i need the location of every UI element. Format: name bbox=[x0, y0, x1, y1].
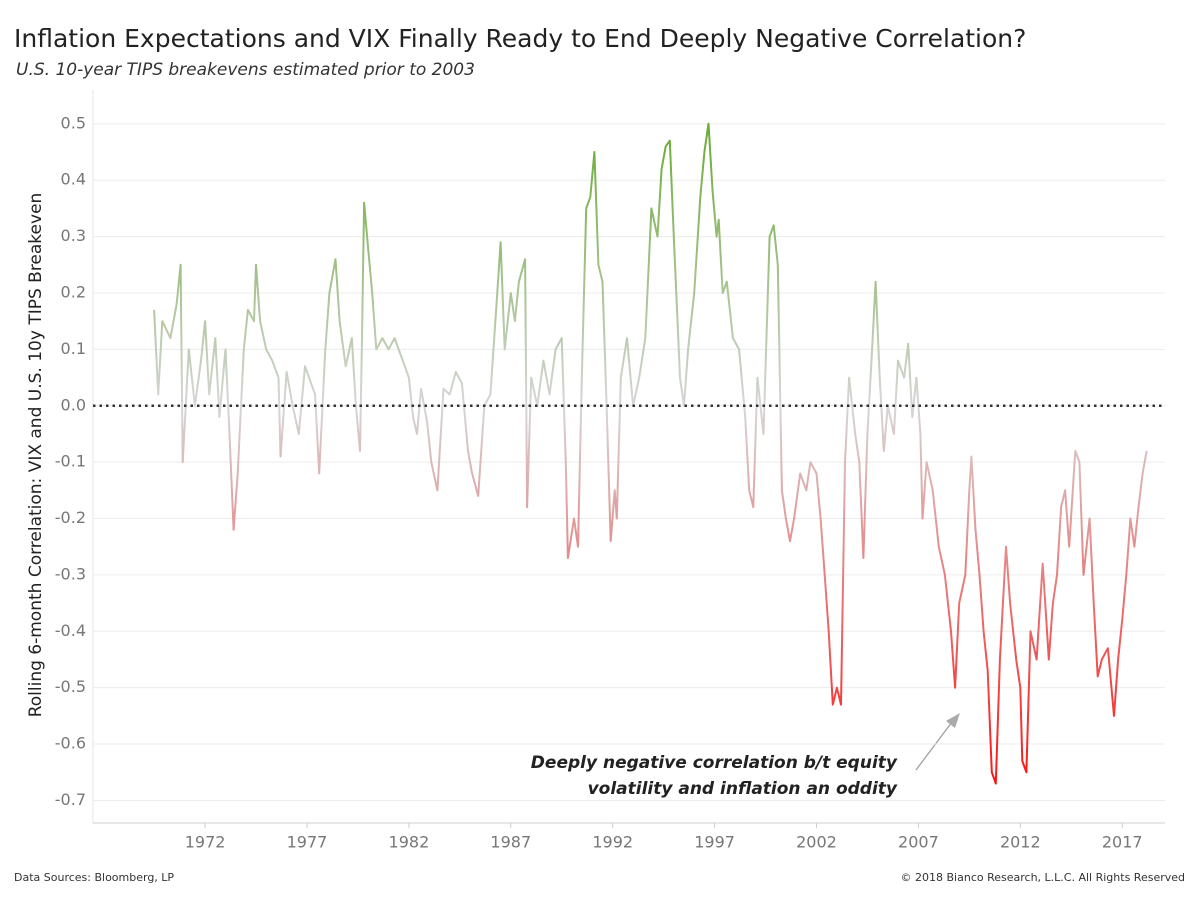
x-tick-label: 1992 bbox=[592, 833, 633, 852]
y-tick-label: -0.1 bbox=[55, 452, 86, 471]
y-tick-label: -0.4 bbox=[55, 621, 86, 640]
y-tick-label: 0.5 bbox=[61, 113, 86, 132]
x-tick-label: 1982 bbox=[389, 833, 430, 852]
x-tick-label: 1987 bbox=[490, 833, 531, 852]
x-tick-label: 1972 bbox=[185, 833, 226, 852]
y-tick-label: -0.2 bbox=[55, 508, 86, 527]
source-note: Data Sources: Bloomberg, LP bbox=[14, 871, 174, 884]
y-tick-label: -0.3 bbox=[55, 564, 86, 583]
x-tick-label: 2007 bbox=[898, 833, 939, 852]
annotation: volatility and inflation an oddity bbox=[588, 779, 898, 799]
y-tick-label: -0.5 bbox=[55, 677, 86, 696]
chart-subtitle: U.S. 10-year TIPS breakevens estimated p… bbox=[16, 60, 475, 80]
y-tick-label: 0.0 bbox=[61, 395, 86, 414]
annotation-arrow bbox=[915, 721, 953, 771]
y-tick-label: -0.7 bbox=[55, 790, 86, 809]
x-tick-label: 2012 bbox=[1000, 833, 1041, 852]
y-tick-label: 0.2 bbox=[61, 282, 86, 301]
y-tick-label: 0.3 bbox=[61, 226, 86, 245]
x-tick-label: 1977 bbox=[287, 833, 328, 852]
annotation-arrowhead bbox=[946, 713, 960, 728]
y-tick-label: 0.1 bbox=[61, 339, 86, 358]
y-tick-label: -0.6 bbox=[55, 734, 86, 753]
correlation-line bbox=[153, 122, 1148, 785]
annotation: Deeply negative correlation b/t equity bbox=[531, 753, 898, 773]
copyright-note: © 2018 Bianco Research, L.L.C. All Right… bbox=[901, 871, 1185, 884]
y-tick-label: 0.4 bbox=[61, 170, 86, 189]
y-axis-title: Rolling 6-month Correlation: VIX and U.S… bbox=[26, 193, 46, 718]
x-tick-label: 2002 bbox=[796, 833, 837, 852]
x-tick-label: 1997 bbox=[694, 833, 735, 852]
chart-title: Inflation Expectations and VIX Finally R… bbox=[14, 24, 1026, 53]
x-tick-label: 2017 bbox=[1102, 833, 1143, 852]
